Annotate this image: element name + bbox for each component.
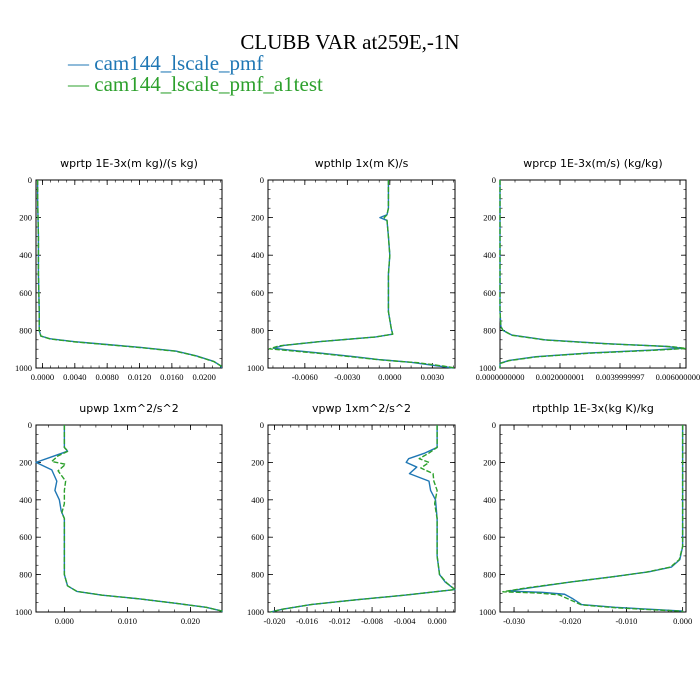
y-tick-label: 600: [251, 532, 264, 542]
x-tick-label: -0.010: [615, 616, 637, 626]
chart-panel-0: wprtp 1E-3x(m kg)/(s kg) 0 200 400 600 800 100…: [15, 157, 223, 382]
x-tick-label: -0.030: [503, 616, 525, 626]
x-tick-label: 0.0120: [128, 372, 151, 382]
x-tick-label: 0.000: [673, 616, 692, 626]
chart-panel-1: wpthlp 1x(m K)/s 0 200 400 600 800 1000 -0.0060…: [247, 157, 456, 382]
series-line-a1test: [268, 180, 456, 369]
plot-frame: [499, 179, 687, 369]
y-tick-label: 400: [483, 495, 496, 505]
page-title: CLUBB VAR at259E,-1N: [240, 30, 460, 54]
y-tick-label: 0: [28, 175, 32, 185]
y-tick-label: 0: [28, 420, 32, 430]
y-tick-label: 0: [492, 175, 496, 185]
y-tick-label: 800: [19, 570, 32, 580]
y-tick-label: 800: [483, 325, 496, 335]
y-tick-label: 600: [19, 288, 32, 298]
x-tick-label: 0.0080: [95, 372, 118, 382]
y-tick-label: 0: [260, 420, 264, 430]
x-tick-label: 0.0000000000: [476, 372, 525, 382]
panel-title: rtpthlp 1E-3x(kg K)/kg: [532, 402, 654, 415]
legend-label-pmf: cam144_lscale_pmf: [94, 51, 264, 75]
y-tick-label: 1000: [15, 363, 32, 373]
legend-line-a1test: —: [68, 72, 95, 96]
chart-panel-2: wprcp 1E-3x(m/s) (kg/kg) 0 200 400 600 800 100…: [476, 157, 700, 382]
y-tick-label: 400: [483, 250, 496, 260]
legend-entry-pmf: — cam144_lscale_pmf: [68, 51, 263, 76]
chart-panel-4: vpwp 1xm^2/s^2 0 200 400 600 800 1000-0.020 -0.…: [247, 402, 456, 626]
y-tick-label: 200: [483, 457, 496, 467]
y-tick-label: 0: [492, 420, 496, 430]
series-line-pmf: [270, 425, 456, 613]
x-tick-label: 0.0200: [193, 372, 216, 382]
x-tick-label: 0.0060000001: [656, 372, 700, 382]
plot-frame: [267, 424, 456, 613]
series-line-a1test: [499, 180, 687, 368]
x-tick-label: -0.0060: [292, 372, 318, 382]
x-tick-label: -0.008: [361, 616, 383, 626]
x-tick-label: -0.016: [296, 616, 318, 626]
y-tick-label: 1000: [479, 363, 496, 373]
x-tick-label: 0.020: [181, 616, 200, 626]
series-line-pmf: [499, 180, 684, 368]
panel-title: wprcp 1E-3x(m/s) (kg/kg): [523, 157, 662, 170]
y-tick-label: 200: [19, 213, 32, 223]
x-tick-label: -0.004: [394, 616, 417, 626]
y-tick-label: 200: [19, 457, 32, 467]
x-tick-label: 0.0040: [63, 372, 86, 382]
y-tick-label: 400: [251, 495, 264, 505]
panel-title: vpwp 1xm^2/s^2: [312, 402, 411, 415]
x-tick-label: 0.0020000001: [536, 372, 585, 382]
legend-line-pmf: —: [68, 51, 95, 75]
x-tick-label: 0.000: [55, 616, 74, 626]
x-tick-label: 0.0030: [421, 372, 444, 382]
chart-panel-3: upwp 1xm^2/s^2 0 200 400 600 800 1000 0.000 0.01…: [15, 402, 223, 626]
series-line-pmf: [272, 180, 454, 369]
legend-entry-a1test: — cam144_lscale_pmf_a1test: [68, 72, 323, 97]
y-tick-label: 1000: [247, 363, 264, 373]
series-line-a1test: [36, 180, 222, 368]
panel-title: wpthlp 1x(m K)/s: [315, 157, 409, 170]
y-tick-label: 200: [251, 457, 264, 467]
chart-panel-5: rtpthlp 1E-3x(kg K)/kg02004006008001000-…: [479, 402, 692, 626]
series-line-a1test: [51, 425, 223, 612]
x-tick-label: -0.020: [264, 616, 286, 626]
y-tick-label: 1000: [247, 607, 264, 617]
panel-title: upwp 1xm^2/s^2: [79, 402, 179, 415]
panel-title: wprtp 1E-3x(m kg)/(s kg): [60, 157, 198, 170]
series-line-pmf: [36, 180, 222, 368]
x-tick-label: -0.012: [329, 616, 351, 626]
y-tick-label: 800: [19, 325, 32, 335]
y-tick-label: 1000: [479, 607, 496, 617]
x-tick-label: 0.000: [428, 616, 447, 626]
y-tick-label: 400: [19, 250, 32, 260]
y-tick-label: 200: [251, 213, 264, 223]
x-tick-label: -0.020: [559, 616, 581, 626]
x-tick-label: 0.0000: [378, 372, 401, 382]
y-tick-label: 800: [251, 570, 264, 580]
plot-frame: [267, 179, 456, 369]
y-tick-label: 200: [483, 213, 496, 223]
y-tick-label: 600: [251, 288, 264, 298]
y-tick-label: 800: [483, 570, 496, 580]
x-tick-label: 0.010: [118, 616, 137, 626]
y-tick-label: 0: [260, 175, 264, 185]
series-line-a1test: [270, 425, 456, 613]
y-tick-label: 400: [19, 495, 32, 505]
y-tick-label: 600: [19, 532, 32, 542]
y-tick-label: 800: [251, 325, 264, 335]
plot-frame: [499, 424, 687, 613]
series-line-pmf: [507, 425, 684, 612]
y-tick-label: 600: [483, 532, 496, 542]
x-tick-label: 0.0039999997: [596, 372, 645, 382]
legend-label-a1test: cam144_lscale_pmf_a1test: [94, 72, 323, 96]
series-line-a1test: [502, 425, 684, 612]
x-tick-label: 0.0160: [160, 372, 183, 382]
x-tick-label: 0.0000: [31, 372, 54, 382]
x-tick-label: -0.0030: [334, 372, 360, 382]
y-tick-label: 600: [483, 288, 496, 298]
y-tick-label: 400: [251, 250, 264, 260]
y-tick-label: 1000: [15, 607, 32, 617]
